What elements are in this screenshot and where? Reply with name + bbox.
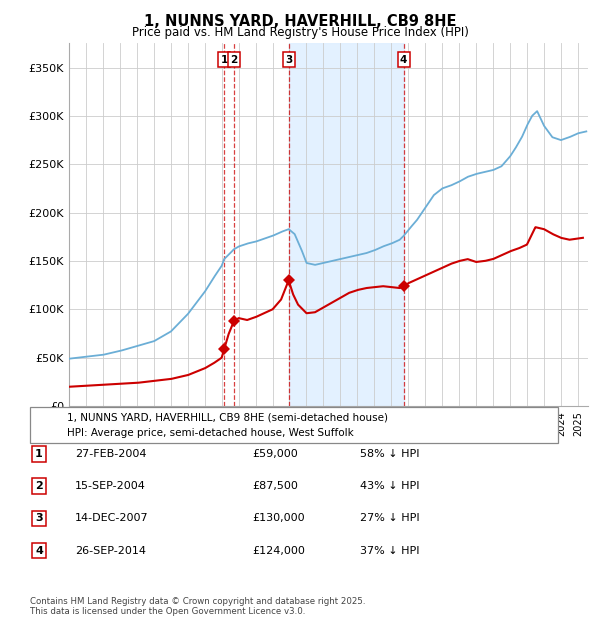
Text: 3: 3 — [285, 55, 292, 64]
Text: 1: 1 — [35, 449, 43, 459]
Text: 2: 2 — [230, 55, 238, 64]
Text: Contains HM Land Registry data © Crown copyright and database right 2025.: Contains HM Land Registry data © Crown c… — [30, 597, 365, 606]
Text: 2: 2 — [35, 481, 43, 491]
Text: 3: 3 — [35, 513, 43, 523]
Text: HPI: Average price, semi-detached house, West Suffolk: HPI: Average price, semi-detached house,… — [67, 428, 354, 438]
Text: 43% ↓ HPI: 43% ↓ HPI — [360, 481, 419, 491]
Text: 4: 4 — [35, 546, 43, 556]
Text: 1: 1 — [221, 55, 228, 64]
Text: £87,500: £87,500 — [252, 481, 298, 491]
Text: £124,000: £124,000 — [252, 546, 305, 556]
Text: 26-SEP-2014: 26-SEP-2014 — [75, 546, 146, 556]
Text: 27% ↓ HPI: 27% ↓ HPI — [360, 513, 419, 523]
Text: 27-FEB-2004: 27-FEB-2004 — [75, 449, 146, 459]
Text: 4: 4 — [400, 55, 407, 64]
Text: 37% ↓ HPI: 37% ↓ HPI — [360, 546, 419, 556]
Text: 14-DEC-2007: 14-DEC-2007 — [75, 513, 149, 523]
Text: This data is licensed under the Open Government Licence v3.0.: This data is licensed under the Open Gov… — [30, 606, 305, 616]
Bar — [289, 43, 404, 406]
Text: 58% ↓ HPI: 58% ↓ HPI — [360, 449, 419, 459]
Text: Price paid vs. HM Land Registry's House Price Index (HPI): Price paid vs. HM Land Registry's House … — [131, 26, 469, 39]
Text: 1, NUNNS YARD, HAVERHILL, CB9 8HE: 1, NUNNS YARD, HAVERHILL, CB9 8HE — [144, 14, 456, 29]
Text: 1, NUNNS YARD, HAVERHILL, CB9 8HE (semi-detached house): 1, NUNNS YARD, HAVERHILL, CB9 8HE (semi-… — [67, 413, 388, 423]
Text: £130,000: £130,000 — [252, 513, 305, 523]
Text: £59,000: £59,000 — [252, 449, 298, 459]
Text: 15-SEP-2004: 15-SEP-2004 — [75, 481, 146, 491]
